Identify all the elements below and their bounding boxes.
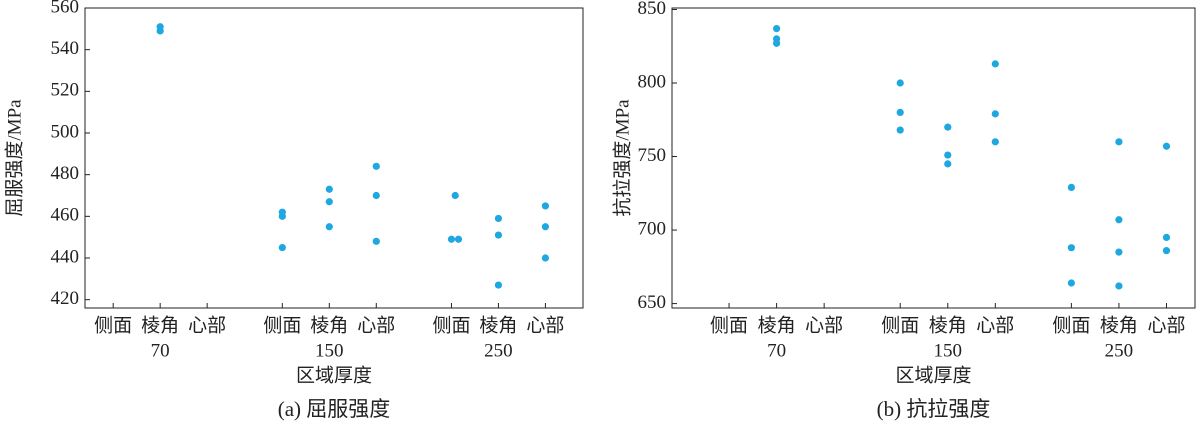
group-label: 150 [315,340,344,361]
point [494,231,503,239]
y-axis-label: 屈服强度/MPa [3,99,25,217]
point [1115,282,1123,290]
group-label: 150 [934,340,963,361]
point [1115,138,1123,146]
y-axis-label: 抗拉强度/MPa [611,99,633,217]
x-tick-label: 侧面 [432,314,470,336]
point [896,126,904,134]
x-tick-label: 心部 [188,314,226,336]
point [1067,183,1075,192]
y-tick-label: 700 [638,218,667,239]
x-tick-label: 棱角 [141,314,179,336]
y-tick-label: 520 [51,80,80,101]
y-tick-label: 420 [51,288,80,309]
point [454,235,463,243]
y-tick-label: 500 [51,121,80,142]
y-tick-label: 560 [51,0,80,17]
x-tick-label: 棱角 [929,314,967,336]
y-tick-label: 800 [638,71,667,92]
point [325,223,333,231]
x-tick-label: 侧面 [263,314,301,336]
point [451,191,459,200]
x-tick-label: 棱角 [310,314,348,336]
point [494,281,503,289]
y-tick-label: 460 [51,205,80,226]
group-label: 70 [151,340,170,361]
x-axis-label: 区域厚度 [895,364,971,386]
point [773,24,781,33]
point [896,79,904,87]
point [1115,216,1123,224]
point [991,138,999,146]
point [991,60,999,68]
x-tick-label: 侧面 [1052,314,1090,336]
y-tick-label: 750 [638,145,667,166]
group-label: 250 [1105,340,1134,361]
x-tick-label: 心部 [976,314,1014,336]
point [1115,248,1123,256]
point [1067,244,1075,252]
group-label: 250 [484,340,513,361]
y-tick-label: 650 [638,292,667,313]
point [896,108,904,117]
point [325,198,333,206]
x-tick-label: 侧面 [710,314,748,336]
point [1162,142,1171,150]
point [1162,233,1171,242]
x-tick-label: 棱角 [1100,314,1138,336]
point [325,185,333,193]
caption: (b) 抗拉强度 [877,397,991,421]
x-tick-label: 心部 [526,314,564,336]
point [494,214,503,223]
x-tick-label: 心部 [357,314,395,336]
y-tick-label: 480 [51,163,80,184]
point [991,110,999,118]
point [278,212,286,220]
point [1162,247,1171,255]
x-tick-label: 侧面 [94,314,132,336]
point [1067,279,1075,287]
x-tick-label: 棱角 [479,314,517,336]
x-axis-label: 区域厚度 [296,364,372,386]
point [944,151,952,159]
caption: (a) 屈服强度 [278,397,391,421]
plot-frame [671,7,1196,309]
group-label: 70 [767,340,786,361]
y-tick-label: 440 [51,246,80,267]
point [541,202,550,210]
y-tick-label: 850 [638,0,667,19]
point [773,39,781,47]
x-tick-label: 心部 [1147,314,1185,336]
point [278,243,286,252]
point [944,160,952,168]
point [156,27,164,35]
point [372,237,380,245]
point [541,223,550,231]
x-tick-label: 棱角 [758,314,796,336]
x-tick-label: 心部 [805,314,843,336]
y-tick-label: 540 [51,38,80,59]
point [372,162,380,170]
plot-frame [84,7,584,309]
point [447,235,456,243]
point [541,254,550,262]
x-tick-label: 侧面 [881,314,919,336]
point [944,123,952,131]
point [372,191,380,200]
